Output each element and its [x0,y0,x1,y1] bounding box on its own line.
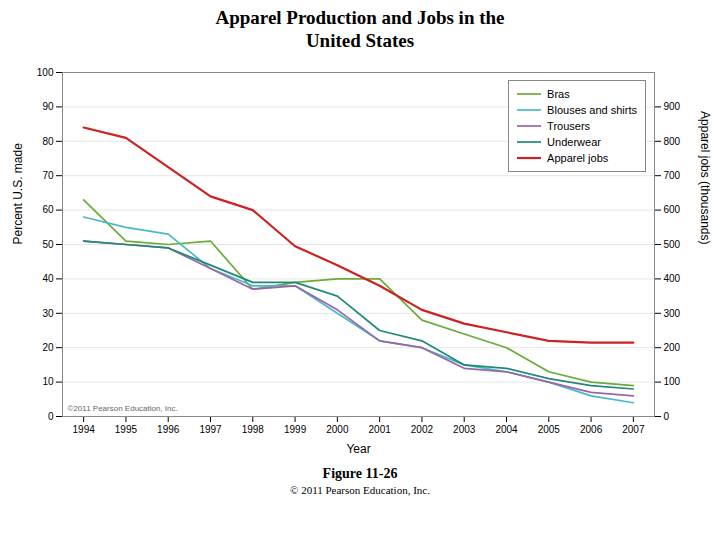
svg-text:20: 20 [42,342,54,353]
svg-text:30: 30 [42,308,54,319]
svg-text:1998: 1998 [242,424,265,435]
svg-text:2000: 2000 [326,424,349,435]
svg-text:0: 0 [664,411,670,422]
html-text:Blouses and shirts: Blouses and shirts [547,104,637,116]
html-text:© 2011 Pearson Education, Inc.: © 2011 Pearson Education, Inc. [290,484,430,496]
svg-text:40: 40 [42,273,54,284]
svg-text:300: 300 [664,308,681,319]
html-text:Trousers: Trousers [547,120,591,132]
svg-text:80: 80 [42,136,54,147]
html-text:Apparel Production and Jobs in: Apparel Production and Jobs in the [215,7,505,28]
svg-text:2007: 2007 [622,424,645,435]
html-text:United States: United States [305,30,415,51]
svg-text:2005: 2005 [538,424,561,435]
svg-text:700: 700 [664,170,681,181]
svg-text:1996: 1996 [157,424,180,435]
svg-text:Percent U.S. made: Percent U.S. made [11,143,25,245]
svg-text:©2011 Pearson Education, Inc.: ©2011 Pearson Education, Inc. [68,404,178,413]
svg-text:2006: 2006 [580,424,603,435]
svg-text:2001: 2001 [369,424,392,435]
svg-text:Year: Year [346,442,370,456]
svg-text:1999: 1999 [284,424,307,435]
svg-text:400: 400 [664,273,681,284]
svg-text:70: 70 [42,170,54,181]
svg-text:0: 0 [48,411,54,422]
html-text:Bras: Bras [547,88,570,100]
svg-text:10: 10 [42,376,54,387]
svg-text:100: 100 [664,376,681,387]
html-text:Underwear: Underwear [547,136,601,148]
svg-text:2002: 2002 [411,424,434,435]
svg-text:1997: 1997 [199,424,222,435]
svg-text:500: 500 [664,239,681,250]
svg-text:900: 900 [664,101,681,112]
svg-text:1995: 1995 [115,424,138,435]
svg-text:800: 800 [664,136,681,147]
svg-text:1994: 1994 [73,424,96,435]
svg-text:100: 100 [37,67,54,78]
svg-text:Apparel jobs (thousands): Apparel jobs (thousands) [698,111,712,244]
svg-text:2003: 2003 [453,424,476,435]
svg-text:50: 50 [42,239,54,250]
svg-text:600: 600 [664,204,681,215]
svg-text:90: 90 [42,101,54,112]
svg-text:60: 60 [42,204,54,215]
svg-text:200: 200 [664,342,681,353]
svg-text:2004: 2004 [495,424,518,435]
html-text:Apparel jobs: Apparel jobs [547,152,609,164]
html-text:Figure 11-26: Figure 11-26 [322,466,398,481]
